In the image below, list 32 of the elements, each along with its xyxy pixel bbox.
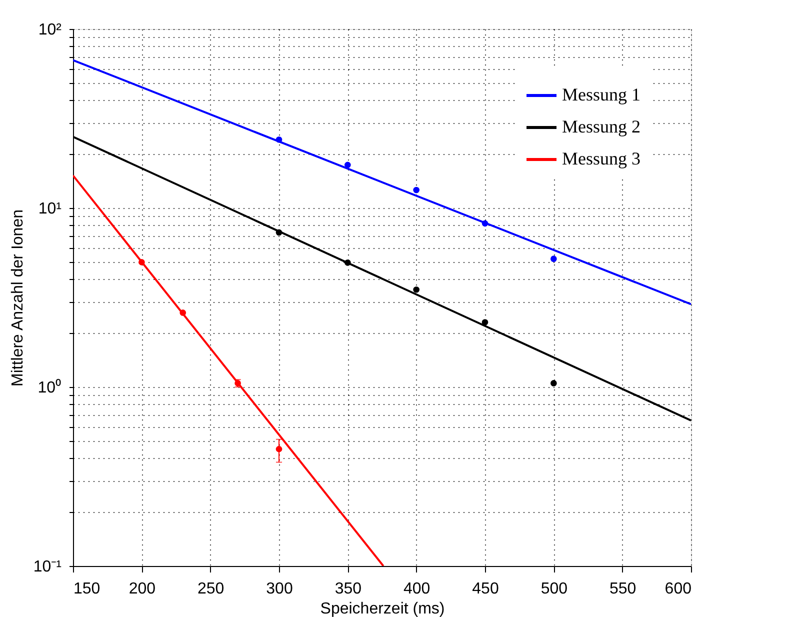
x-tick-label: 400 [403, 580, 430, 598]
y-tick-label: 10² [38, 22, 62, 38]
y-tick-label: 10⁻¹ [33, 558, 62, 576]
x-tick-label: 550 [609, 580, 636, 598]
y-tick-label: 10⁰ [38, 378, 62, 396]
point [550, 256, 557, 262]
x-tick-label: 600 [664, 580, 692, 598]
x-tick-label: 500 [540, 580, 568, 598]
point [180, 310, 186, 316]
point [413, 286, 420, 293]
x-tick-label: 200 [128, 580, 156, 598]
point [550, 380, 557, 386]
point [482, 319, 488, 326]
legend-label: Messung 3 [562, 148, 641, 168]
point [344, 162, 351, 168]
point [276, 229, 282, 236]
point [138, 259, 145, 266]
x-axis-title: Speicherzeit (ms) [320, 600, 445, 617]
x-tick-label: 350 [334, 580, 362, 598]
x-tick-label: 250 [197, 580, 224, 598]
x-tick-label: 150 [74, 580, 100, 598]
point [276, 446, 282, 452]
legend-label: Messung 1 [562, 84, 641, 104]
point [276, 136, 282, 143]
point [344, 260, 351, 266]
legend-label: Messung 2 [562, 116, 641, 136]
y-tick-label: 10¹ [38, 200, 62, 218]
y-axis-title: Mittlere Anzahl der Ionen [9, 210, 26, 386]
point [482, 220, 488, 227]
point [413, 186, 420, 194]
x-tick-label: 450 [472, 580, 499, 598]
x-tick-label: 300 [266, 580, 293, 598]
